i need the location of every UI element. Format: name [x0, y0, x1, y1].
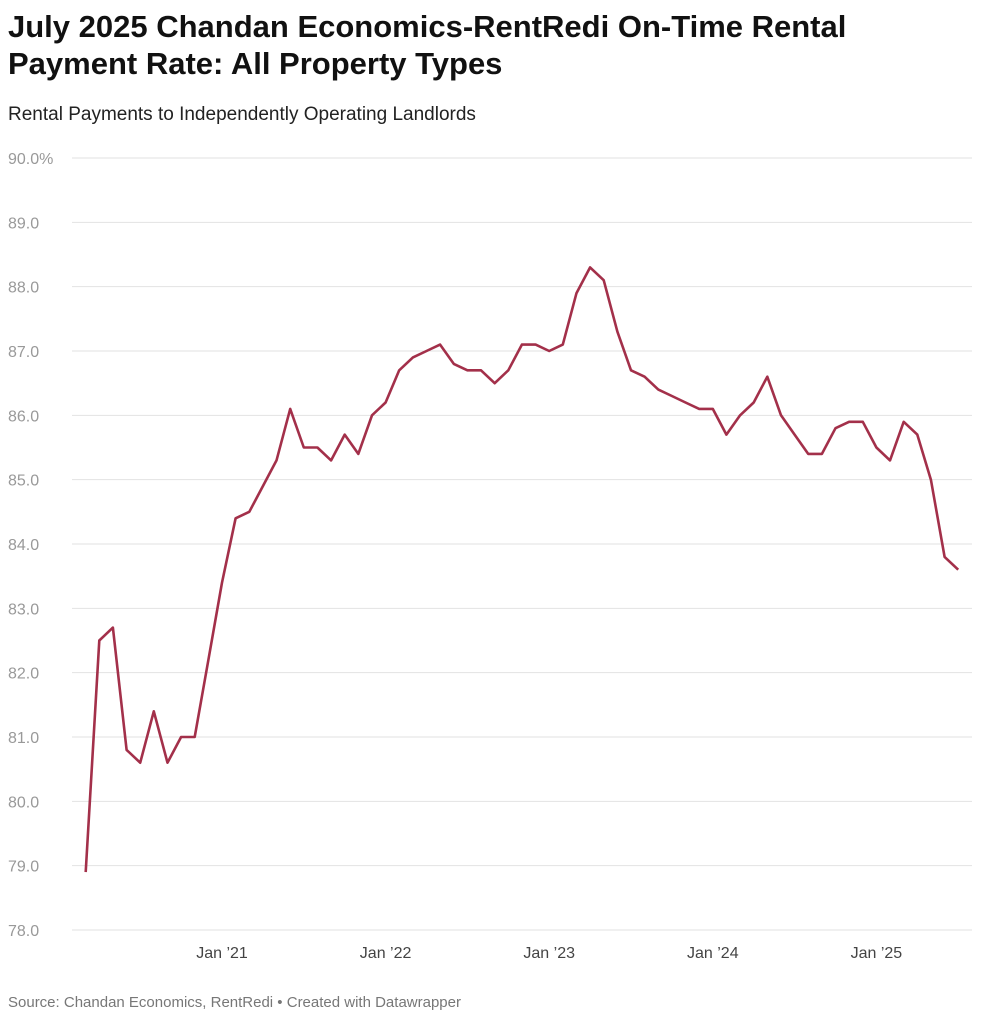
- x-tick-label: Jan ’23: [523, 945, 575, 962]
- series-line: [84, 266, 960, 873]
- x-tick-label: Jan ’24: [687, 945, 739, 962]
- y-tick-label: 83.0: [8, 601, 39, 618]
- y-tick-label: 79.0: [8, 859, 39, 876]
- y-tick-label: 86.0: [8, 408, 39, 425]
- chart-subtitle: Rental Payments to Independently Operati…: [8, 104, 476, 125]
- y-tick-label: 78.0: [8, 923, 39, 940]
- x-tick-label: Jan ’21: [196, 945, 248, 962]
- y-tick-label: 90.0%: [8, 151, 53, 168]
- y-tick-label: 88.0: [8, 280, 39, 297]
- y-tick-label: 84.0: [8, 537, 39, 554]
- y-tick-label: 85.0: [8, 473, 39, 490]
- y-tick-label: 82.0: [8, 666, 39, 683]
- line-chart: 90.0% 89.0 88.0 87.0 86.0 85.0 84.0 83.0 82.0 81.…: [8, 151, 972, 962]
- source-note: Source: Chandan Economics, RentRedi • Cr…: [8, 994, 461, 1011]
- y-tick-label: 89.0: [8, 215, 39, 232]
- y-tick-label: 81.0: [8, 730, 39, 747]
- x-tick-label: Jan ’25: [851, 945, 903, 962]
- chart-title: July 2025 Chandan Economics-RentRedi On-…: [8, 9, 847, 81]
- y-tick-label: 87.0: [8, 344, 39, 361]
- y-tick-label: 80.0: [8, 794, 39, 811]
- x-tick-label: Jan ’22: [360, 945, 412, 962]
